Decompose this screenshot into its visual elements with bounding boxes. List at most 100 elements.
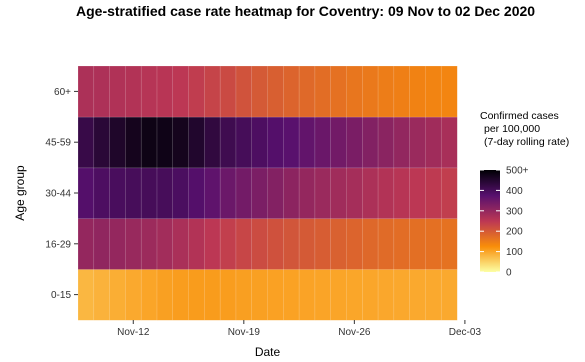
heatmap-cell — [93, 116, 111, 169]
heatmap-cell — [425, 65, 442, 118]
heatmap-cell — [219, 218, 237, 270]
heatmap-cell — [409, 116, 426, 169]
heatmap-cell — [140, 218, 158, 270]
heatmap-cell — [219, 116, 237, 169]
heatmap-cell — [267, 167, 284, 219]
heatmap-cell — [109, 116, 126, 169]
legend-title-line-1: Confirmed cases — [480, 110, 559, 122]
colorbar — [480, 170, 500, 272]
heatmap-cell — [172, 167, 190, 219]
heatmap-cell — [314, 167, 332, 219]
heatmap-cell — [440, 268, 458, 321]
heatmap-cell — [330, 167, 348, 219]
colorbar-tick-label: 500+ — [506, 166, 529, 177]
heatmap-cell — [393, 268, 411, 321]
heatmap-cell — [188, 268, 205, 321]
heatmap-cell — [251, 116, 269, 169]
heatmap-cell — [283, 218, 300, 270]
heatmap-cell — [440, 116, 458, 169]
heatmap-cell — [172, 268, 190, 321]
colorbar-legend: Confirmed cases per 100,000 (7-day rolli… — [480, 110, 569, 279]
heatmap-cell — [393, 218, 411, 270]
heatmap-cell — [393, 65, 411, 118]
heatmap-cell — [140, 116, 158, 169]
y-axis-title: Age group — [13, 165, 27, 221]
heatmap-cell — [172, 218, 190, 270]
y-tick-label: 60+ — [54, 87, 71, 98]
heatmap-cell — [409, 268, 426, 321]
heatmap-cell — [188, 65, 205, 118]
heatmap-cell — [346, 65, 363, 118]
heatmap-cell — [188, 167, 205, 219]
heatmap-cell — [156, 116, 174, 169]
heatmap-cell — [93, 167, 111, 219]
heatmap-cell — [362, 65, 379, 118]
heatmap-cell — [235, 65, 253, 118]
heatmap-cell — [314, 268, 332, 321]
x-axis-title: Date — [255, 345, 281, 359]
heatmap-cell — [77, 116, 95, 169]
heatmap-cell — [377, 268, 395, 321]
heatmap-cell — [440, 218, 458, 270]
colorbar-tick-label: 300 — [506, 206, 523, 217]
heatmap-cell — [377, 116, 395, 169]
heatmap-cell — [204, 116, 221, 169]
heatmap-cell — [377, 167, 395, 219]
heatmap-cell — [314, 65, 332, 118]
heatmap-cell — [140, 65, 158, 118]
heatmap-cell — [235, 268, 253, 321]
heatmap-cell — [346, 167, 363, 219]
heatmap-cell — [125, 116, 142, 169]
heatmap-cell — [283, 268, 300, 321]
heatmap-cell — [409, 65, 426, 118]
heatmap-cell — [330, 218, 348, 270]
heatmap-cell — [267, 268, 284, 321]
heatmap-cell — [219, 268, 237, 321]
legend-title-line-2: per 100,000 — [484, 123, 540, 135]
y-tick-label: 45-59 — [45, 138, 71, 149]
heatmap-cell — [251, 65, 269, 118]
heatmap-cell — [362, 218, 379, 270]
chart-title: Age-stratified case rate heatmap for Cov… — [76, 3, 536, 19]
heatmap-cell — [235, 218, 253, 270]
heatmap-cell — [204, 167, 221, 219]
heatmap-cell — [298, 218, 316, 270]
heatmap-cell — [346, 116, 363, 169]
heatmap-cell — [109, 167, 126, 219]
heatmap-cell — [93, 218, 111, 270]
heatmap-cell — [109, 218, 126, 270]
colorbar-tick-label: 0 — [506, 268, 512, 279]
heatmap-cell — [77, 268, 95, 321]
heatmap-cell — [362, 116, 379, 169]
heatmap-cell — [77, 218, 95, 270]
y-axis-ticks: 0-15 16-29 30-44 45-59 60+ — [45, 87, 78, 301]
heatmap-cell — [125, 268, 142, 321]
y-tick-label: 16-29 — [45, 239, 71, 250]
colorbar-tick-label: 400 — [506, 186, 523, 197]
heatmap-cell — [440, 65, 458, 118]
heatmap-cell — [425, 268, 442, 321]
heatmap-cell — [440, 167, 458, 219]
heatmap-cell — [77, 167, 95, 219]
heatmap-cell — [235, 116, 253, 169]
heatmap-cell — [377, 218, 395, 270]
heatmap-cell — [125, 218, 142, 270]
y-tick-label: 0-15 — [51, 290, 71, 301]
heatmap-cell — [425, 116, 442, 169]
y-tick-label: 30-44 — [45, 189, 71, 200]
heatmap-cell — [156, 218, 174, 270]
heatmap-cell — [188, 116, 205, 169]
heatmap-cell — [362, 167, 379, 219]
heatmap-cell — [425, 167, 442, 219]
heatmap-cell — [172, 116, 190, 169]
heatmap-cell — [346, 218, 363, 270]
heatmap-cell — [298, 167, 316, 219]
heatmap-cell — [330, 268, 348, 321]
heatmap-cell — [156, 268, 174, 321]
heatmap-cell — [362, 268, 379, 321]
heatmap-cell — [93, 65, 111, 118]
heatmap-cell — [283, 116, 300, 169]
heatmap-cell — [330, 116, 348, 169]
heatmap-cell — [251, 167, 269, 219]
heatmap-cell — [125, 65, 142, 118]
